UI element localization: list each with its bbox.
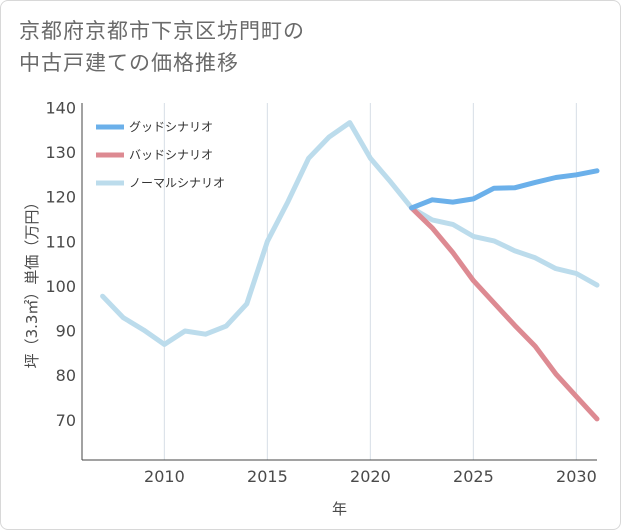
series-line-1 xyxy=(409,205,600,422)
legend-label: ノーマルシナリオ xyxy=(129,176,225,190)
x-tick-label: 2015 xyxy=(247,467,288,486)
y-tick-label: 130 xyxy=(45,143,76,162)
y-tick-label: 70 xyxy=(56,411,76,430)
legend-label: グッドシナリオ xyxy=(129,120,213,134)
x-tick-label: 2030 xyxy=(556,467,597,486)
x-tick-label: 2020 xyxy=(350,467,391,486)
chart-title: 京都府京都市下京区坊門町の 中古戸建ての価格推移 xyxy=(19,15,305,79)
x-tick-label: 2010 xyxy=(144,467,185,486)
series-lines xyxy=(100,120,600,422)
y-axis-title: 坪（3.3㎡）単価（万円） xyxy=(23,195,41,369)
x-axis-title: 年 xyxy=(332,500,347,518)
y-tick-label: 80 xyxy=(56,366,76,385)
y-tick-label: 110 xyxy=(45,232,76,251)
y-tick-label: 100 xyxy=(45,277,76,296)
y-tick-label: 120 xyxy=(45,188,76,207)
legend-label: バッドシナリオ xyxy=(129,148,213,162)
chart-title-line-1: 京都府京都市下京区坊門町の xyxy=(19,19,305,43)
y-tick-label: 90 xyxy=(56,322,76,341)
series-line-2 xyxy=(100,120,600,347)
y-tick-label: 140 xyxy=(45,98,76,117)
chart-title-line-2: 中古戸建ての価格推移 xyxy=(19,51,239,75)
x-tick-label: 2025 xyxy=(453,467,494,486)
axes: 2010 2015 2020 2025 2030 70 80 90 100 110 120 130 14… xyxy=(45,98,597,486)
series-line-0 xyxy=(409,168,600,211)
